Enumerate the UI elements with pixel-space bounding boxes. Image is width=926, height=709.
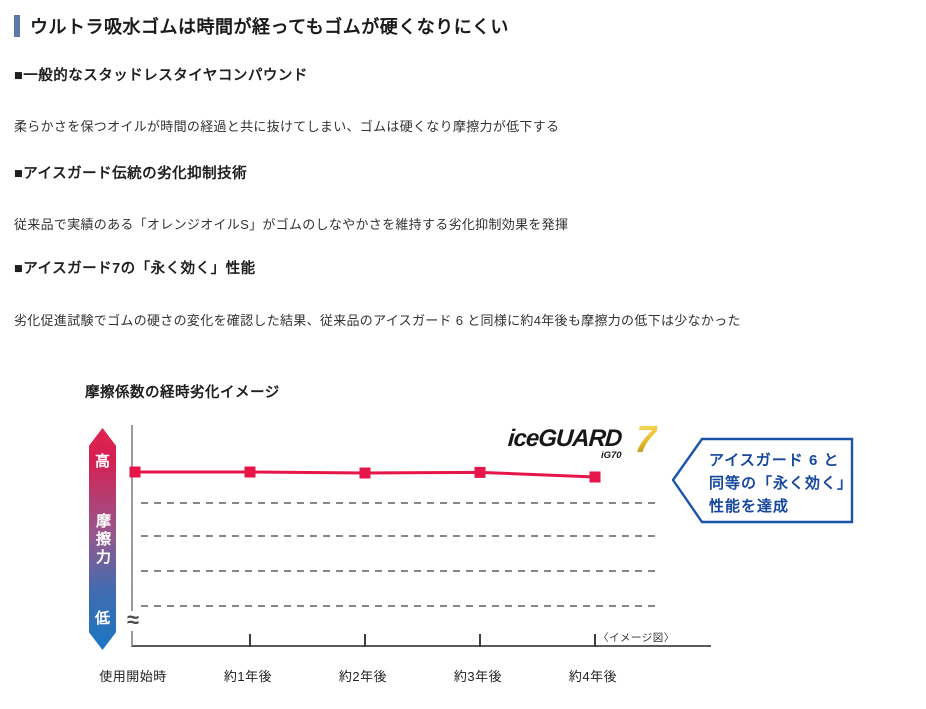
logo-model-code: iG70	[601, 450, 622, 461]
x-tick-label-year3: 約3年後	[453, 669, 503, 684]
x-tick-label-year4: 約4年後	[568, 669, 618, 684]
page-title: ウルトラ吸水ゴムは時間が経ってもゴムが硬くなりにくい	[30, 17, 509, 37]
iceguard7-logo: iceGUARD iG70 7	[507, 419, 668, 463]
page-header: ウルトラ吸水ゴムは時間が経ってもゴムが硬くなりにくい	[14, 13, 509, 39]
section-body-lasting-performance: 劣化促進試験でゴムの硬さの変化を確認した結果、従来品のアイスガード 6 と同様に…	[14, 313, 741, 328]
x-tick-label-start: 使用開始時	[99, 669, 167, 684]
gridline	[141, 605, 661, 607]
x-tick-label-year1: 約1年後	[223, 669, 273, 684]
section-body-anti-aging: 従来品で実績のある「オレンジオイルS」がゴムのしなやかさを維持する劣化抑制効果を…	[14, 217, 569, 232]
data-point-marker	[359, 467, 371, 479]
callout-text: アイスガード 6 と 同等の「永く効く」 性能を達成	[709, 449, 853, 518]
section-heading-lasting-performance: ■アイスガード7の「永く効く」性能	[14, 261, 256, 277]
chart-plot-area: ≈	[120, 425, 711, 647]
logo-number-seven: 7	[632, 419, 659, 461]
chart-title: 摩擦係数の経時劣化イメージ	[85, 385, 280, 401]
axis-label-low: 低	[94, 610, 110, 627]
axis-label-high: 高	[94, 453, 110, 470]
section-heading-anti-aging: ■アイスガード伝統の劣化抑制技術	[14, 166, 248, 182]
x-tick-label-year2: 約2年後	[338, 669, 388, 684]
image-disclaimer-note: 〈イメージ図〉	[598, 632, 675, 644]
friction-line-svg	[129, 466, 601, 647]
data-point-marker	[244, 466, 256, 478]
axis-label-friction: 摩擦力	[94, 513, 111, 567]
logo-wordmark: iceGUARD	[507, 425, 623, 452]
data-point-marker	[129, 466, 141, 478]
gridline	[141, 535, 661, 537]
section-heading-compound: ■一般的なスタッドレスタイヤコンパウンド	[14, 68, 308, 84]
result-callout-bubble: アイスガード 6 と 同等の「永く効く」 性能を達成	[672, 436, 855, 525]
callout-line-3: 性能を達成	[709, 498, 790, 515]
callout-line-2: 同等の「永く効く」	[709, 475, 854, 492]
data-point-marker	[474, 466, 486, 478]
axis-break-icon: ≈	[120, 609, 146, 631]
callout-line-1: アイスガード 6 と	[709, 452, 840, 469]
data-point-marker	[589, 471, 601, 483]
callout-bubble-shape	[672, 437, 854, 524]
friction-axis-gradient-arrow-icon: 高 摩擦力 低	[89, 428, 116, 650]
section-body-compound: 柔らかさを保つオイルが時間の経過と共に抜けてしまい、ゴムは硬くなり摩擦力が低下す…	[14, 119, 560, 134]
gridline	[141, 570, 661, 572]
gridline	[141, 502, 661, 504]
title-accent-bar	[14, 15, 20, 37]
